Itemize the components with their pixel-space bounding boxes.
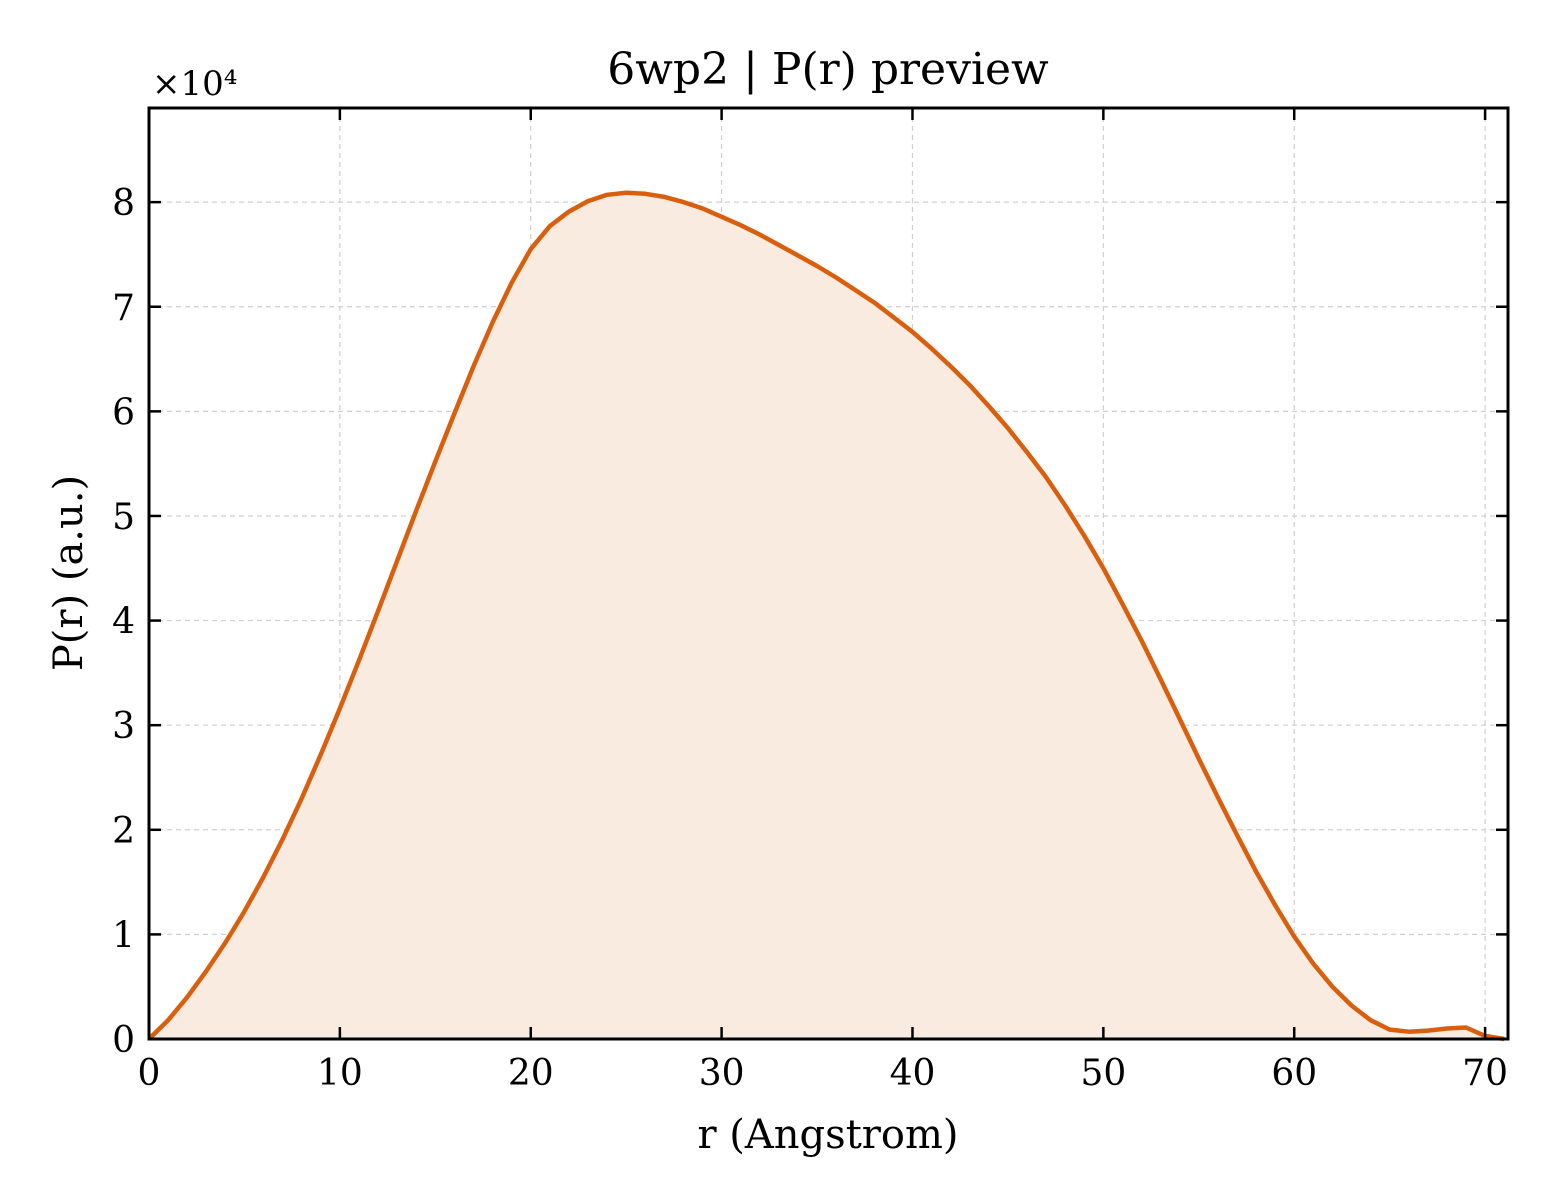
y-axis-multiplier: ×10⁴	[152, 64, 237, 104]
x-tick-label: 40	[890, 1053, 936, 1094]
plot-area	[147, 190, 1505, 1042]
x-axis-label: r (Angstrom)	[697, 1112, 958, 1158]
y-tick-label: 6	[112, 392, 135, 433]
y-tick-label: 8	[112, 183, 135, 224]
axis-ticks: 0 10 20 30 40 50 60 70 0 1 2 3 4 5 6 7 8	[112, 108, 1508, 1094]
y-tick-label: 3	[112, 706, 135, 747]
y-tick-label: 2	[112, 811, 135, 852]
x-tick-label: 30	[699, 1053, 745, 1094]
y-axis-label: P(r) (a.u.)	[46, 475, 92, 671]
y-tick-label: 1	[112, 915, 135, 956]
chart-title: 6wp2 | P(r) preview	[607, 44, 1049, 95]
y-tick-label: 4	[112, 602, 135, 643]
x-tick-label: 70	[1462, 1053, 1508, 1094]
x-tick-label: 20	[508, 1053, 554, 1094]
y-tick-label: 0	[112, 1020, 135, 1061]
y-tick-label: 7	[112, 288, 135, 329]
x-tick-label: 60	[1271, 1053, 1317, 1094]
x-tick-label: 10	[317, 1053, 363, 1094]
x-tick-label: 0	[138, 1053, 161, 1094]
pr-area-fill	[149, 192, 1505, 1039]
pr-curve-line	[147, 190, 1505, 1042]
plot-frame	[147, 106, 1510, 1041]
x-tick-label: 50	[1080, 1053, 1126, 1094]
y-tick-label: 5	[112, 497, 135, 538]
